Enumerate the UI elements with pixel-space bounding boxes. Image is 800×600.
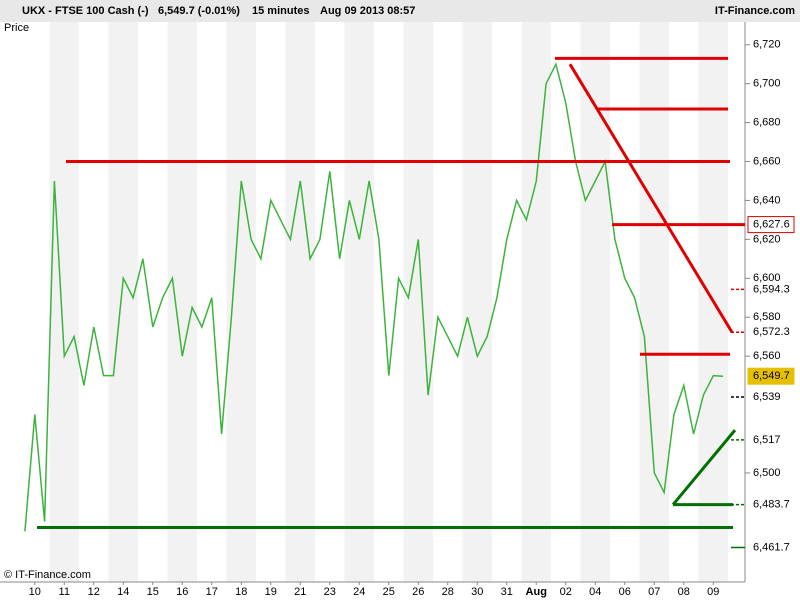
brand: IT-Finance.com — [715, 5, 795, 17]
badge-label: 6,572.3 — [753, 326, 790, 338]
day-band — [344, 22, 374, 582]
day-band — [49, 22, 79, 582]
price-badge — [747, 367, 795, 385]
y-tick-label: 6,700 — [753, 78, 781, 90]
badge-label: 6,517 — [753, 434, 781, 446]
y-tick-label: 6,620 — [753, 233, 781, 245]
price-badge — [747, 216, 795, 234]
x-tick-label: 02 — [560, 586, 572, 598]
x-tick-label: 10 — [29, 586, 41, 598]
x-tick-label: 28 — [442, 586, 454, 598]
x-tick-label: 11 — [59, 586, 70, 598]
badge-label: 6,549.7 — [753, 370, 790, 382]
x-tick-label: 17 — [206, 586, 218, 598]
x-tick-label: Aug — [526, 586, 547, 598]
x-tick-label: 04 — [589, 586, 601, 598]
y-tick-label: 6,720 — [753, 39, 781, 51]
badge-label: 6,627.6 — [753, 218, 790, 230]
day-band — [521, 22, 551, 582]
x-tick-label: 06 — [619, 586, 631, 598]
badge-label: 6,539 — [753, 391, 781, 403]
x-tick-label: 30 — [471, 586, 483, 598]
day-band — [403, 22, 433, 582]
day-band — [580, 22, 610, 582]
y-tick-label: 6,680 — [753, 116, 781, 128]
y-label: Price — [4, 22, 29, 34]
day-band — [108, 22, 138, 582]
y-tick-label: 6,600 — [753, 272, 781, 284]
x-tick-label: 08 — [678, 586, 690, 598]
day-band — [285, 22, 315, 582]
badge-label: 6,461.7 — [753, 541, 790, 553]
chart-title: UKX - FTSE 100 Cash (-) — [22, 5, 149, 17]
day-band — [462, 22, 492, 582]
last-quote: 6,549.7 (-0.01%) — [158, 5, 240, 17]
x-tick-label: 24 — [353, 586, 365, 598]
day-band — [167, 22, 197, 582]
x-tick-label: 21 — [294, 586, 306, 598]
x-tick-label: 19 — [265, 586, 277, 598]
x-tick-label: 23 — [324, 586, 336, 598]
x-tick-label: 25 — [383, 586, 395, 598]
badge-label: 6,594.3 — [753, 283, 790, 295]
badge-label: 6,483.7 — [753, 499, 790, 511]
x-tick-label: 16 — [176, 586, 188, 598]
day-band — [226, 22, 256, 582]
x-tick-label: 09 — [707, 586, 719, 598]
x-tick-label: 18 — [235, 586, 247, 598]
trend-line — [568, 63, 734, 333]
y-tick-label: 6,640 — [753, 194, 781, 206]
x-tick-label: 15 — [147, 586, 159, 598]
y-tick-label: 6,500 — [753, 467, 781, 479]
y-tick-label: 6,580 — [753, 311, 781, 323]
x-tick-label: 14 — [117, 586, 129, 598]
x-tick-label: 12 — [88, 586, 100, 598]
copyright: © IT-Finance.com — [4, 569, 91, 581]
x-tick-label: 07 — [648, 586, 660, 598]
y-tick-label: 6,660 — [753, 155, 781, 167]
x-tick-label: 31 — [501, 586, 513, 598]
price-line — [24, 62, 724, 532]
y-tick-label: 6,560 — [753, 350, 781, 362]
x-tick-label: 26 — [412, 586, 424, 598]
trend-line — [671, 429, 737, 506]
header-bar — [0, 0, 800, 22]
timestamp: Aug 09 2013 08:57 — [320, 5, 415, 17]
interval: 15 minutes — [252, 5, 309, 17]
day-band — [639, 22, 669, 582]
